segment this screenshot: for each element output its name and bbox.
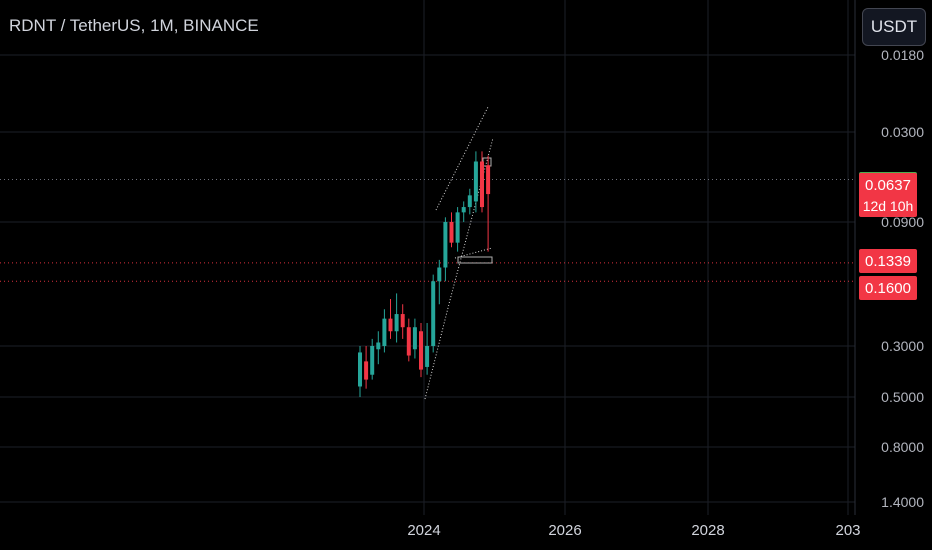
price-badge-countdown: 12d 10h [863,198,914,214]
price-tick-label: 1.4000 [881,494,924,510]
candle-body [376,342,381,350]
candle [455,207,460,252]
candle [473,151,478,213]
candle [480,151,484,213]
price-axis[interactable]: 0.0180 0.0300 0.0900 0.3000 0.5000 0.8000 1.40… [881,47,924,510]
candle-body [382,318,387,346]
price-badge-value: 0.0637 [865,177,911,194]
candle-body [394,314,399,332]
price-badge [859,276,917,300]
candles [358,151,491,397]
price-badge-value: 0.1600 [865,280,911,297]
trendline [435,106,489,211]
time-axis[interactable]: 2024 2026 2028 203 [407,522,860,539]
candle [370,338,375,380]
candle [449,212,454,248]
symbol-title: RDNT / TetherUS, 1M, BINANCE [9,16,259,35]
price-tick-label: 0.0180 [881,47,924,63]
candle-body [364,361,369,380]
marker-box [482,157,492,167]
candle-body [425,346,430,367]
candle-body [455,212,460,243]
candle-body [388,318,393,332]
price-tick-label: 0.0900 [881,214,924,230]
currency-button[interactable]: USDT [862,8,926,46]
trendline [424,299,451,400]
candle [431,274,436,353]
candle-body [406,327,411,356]
candle [425,323,430,375]
candle-body [358,352,362,387]
candle [419,323,423,378]
range-box [457,256,493,264]
trendlines[interactable] [424,106,494,400]
candle-body [370,346,375,375]
candle [467,188,472,215]
candle [364,346,369,389]
price-badge [859,173,917,217]
time-tick-label: 2024 [407,522,440,539]
trendline [454,247,493,259]
price-lines [0,179,855,282]
price-tick-label: 0.5000 [881,389,924,405]
candle-body [400,314,405,328]
candle [358,346,362,397]
price-badge [859,249,917,273]
candle-body [486,165,491,195]
candle-body [437,267,442,282]
candle-body [473,161,478,202]
candle-body [419,331,423,370]
candle [486,155,491,252]
price-tick-label: 0.0300 [881,124,924,140]
candle-body [443,222,448,268]
candle-body [467,195,472,208]
candle [412,318,417,359]
candle [406,318,411,362]
candle [443,217,448,282]
candle-body [449,222,454,243]
candle [376,331,381,365]
trendline [449,137,494,301]
time-tick-label: 2026 [548,522,581,539]
candle [388,298,393,339]
candle-body [412,327,417,350]
candle [437,259,442,305]
candle-body [461,207,466,213]
price-tick-label: 0.8000 [881,439,924,455]
candle [461,201,466,222]
candle-body [431,281,436,346]
candle [400,304,405,339]
time-tick-label: 2028 [691,522,724,539]
grid [0,0,856,515]
time-tick-label: 203 [835,522,860,539]
candle-body [480,161,484,208]
candle [382,309,387,353]
price-tick-label: 0.3000 [881,338,924,354]
price-badge-value: 0.1339 [865,253,911,270]
candle [394,293,399,343]
